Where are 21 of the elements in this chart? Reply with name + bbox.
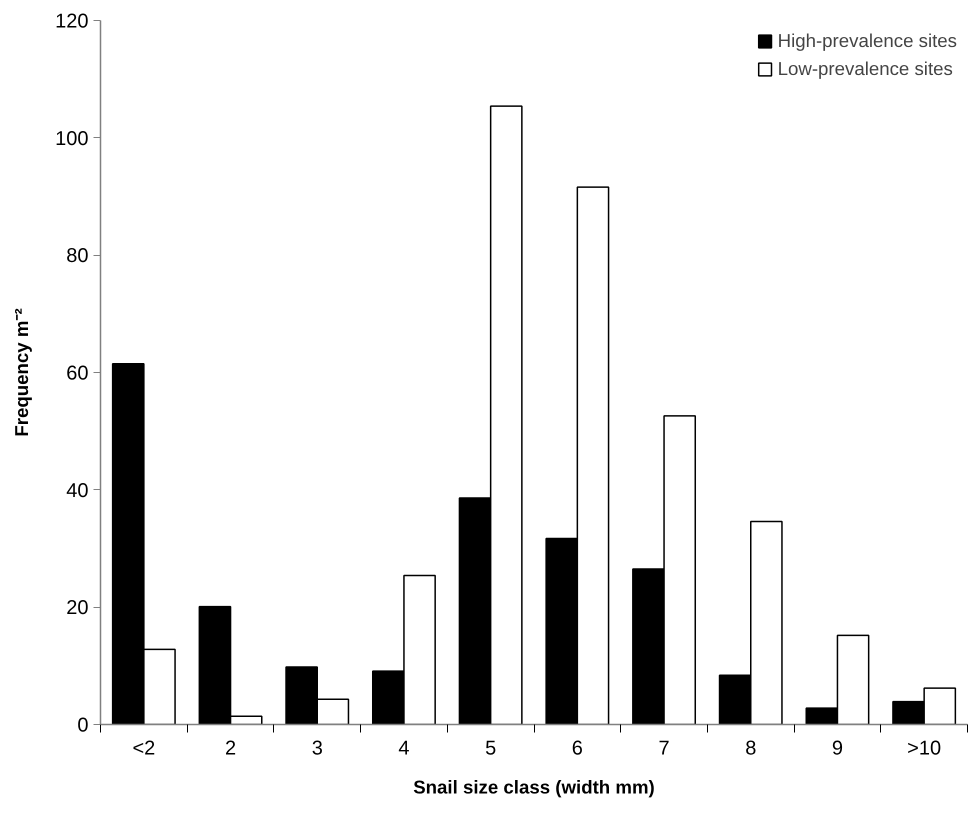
y-tick-label: 80 <box>66 245 89 268</box>
x-tick-label: 4 <box>398 738 410 760</box>
y-tick-label: 100 <box>55 128 89 150</box>
y-tick-label: 20 <box>66 597 89 620</box>
x-tick-label: >10 <box>907 738 942 760</box>
y-tick-label: 120 <box>55 10 89 32</box>
legend-label: Low-prevalence sites <box>778 58 953 80</box>
x-tick-label: 2 <box>224 738 236 760</box>
legend-label: High-prevalence sites <box>778 30 957 52</box>
x-tick-label: 5 <box>485 738 496 760</box>
y-tick-label: 40 <box>66 480 89 502</box>
y-tick-label: 60 <box>66 362 89 384</box>
x-tick-label: 9 <box>832 738 844 760</box>
y-tick-label: 0 <box>77 714 88 736</box>
x-tick-label: 7 <box>658 738 670 760</box>
x-axis-title: Snail size class (width mm) <box>413 776 655 798</box>
x-tick-label: 8 <box>745 738 756 760</box>
x-tick-label: 6 <box>572 738 583 760</box>
x-tick-label: <2 <box>132 738 156 760</box>
y-axis-title: Frequency m⁻² <box>11 308 32 437</box>
x-tick-label: 3 <box>312 738 323 760</box>
